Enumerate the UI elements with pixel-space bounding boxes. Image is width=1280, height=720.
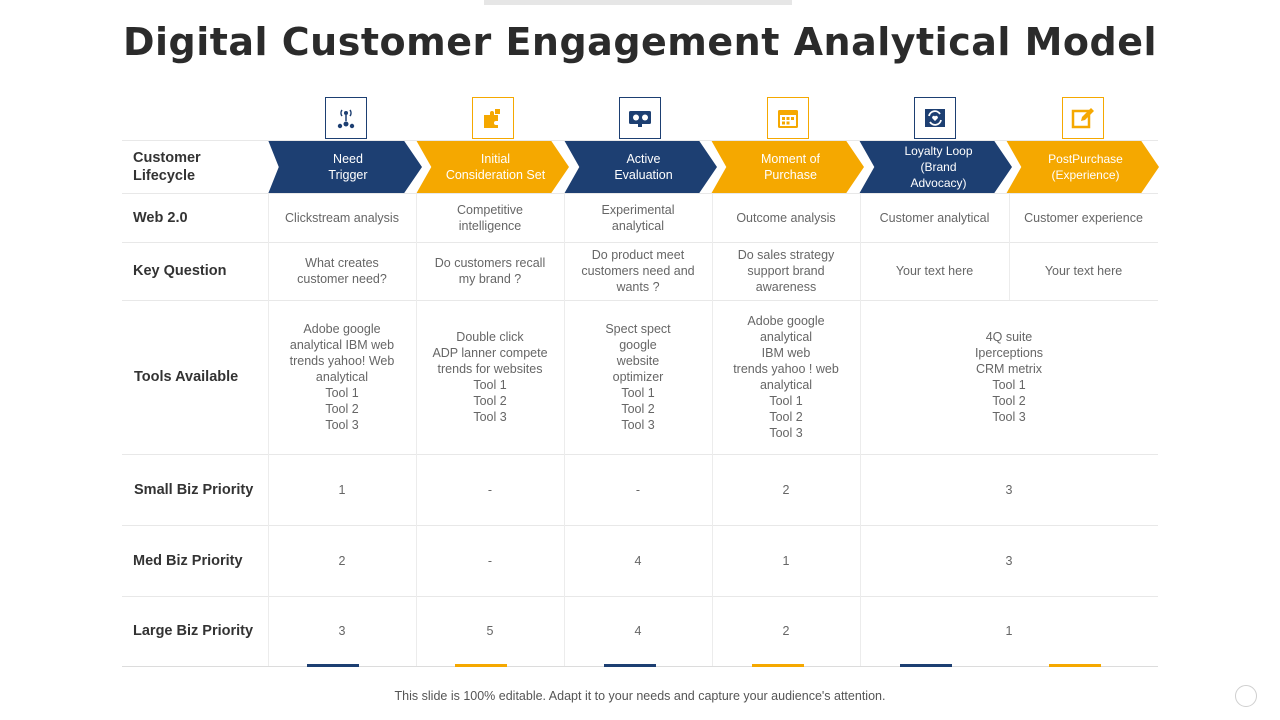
med-biz-cell: 1 — [782, 553, 790, 568]
web-cell: Customer experience — [1024, 211, 1143, 225]
tools-cell: Spect spect google website optimizer Too… — [605, 322, 671, 432]
small-biz-cell: - — [487, 482, 493, 497]
column-accent-tab — [1049, 664, 1101, 667]
row-label-med-biz: Med Biz Priority — [133, 552, 243, 569]
question-cell: Your text here — [1044, 264, 1123, 278]
web-cell: Outcome analysis — [736, 211, 836, 225]
calendar-icon-box — [767, 97, 809, 139]
row-label-small-biz: Small Biz Priority — [134, 481, 254, 498]
puzzle-icon-box — [472, 97, 514, 139]
stage-arrow-need-trigger: Need Trigger — [268, 140, 422, 194]
med-biz-cell: - — [487, 553, 493, 568]
edit-icon-box — [1062, 97, 1104, 139]
row-label-web: Web 2.0 — [133, 210, 188, 226]
med-biz-cell: 4 — [634, 553, 642, 568]
large-biz-cell: 4 — [634, 624, 642, 638]
stage-label: Active Evaluation — [614, 152, 673, 182]
med-biz-cell: 2 — [338, 553, 346, 568]
row-label-key-question: Key Question — [133, 263, 227, 279]
tools-cell: Double click ADP lanner compete trends f… — [432, 330, 548, 424]
column-accent-tab — [604, 664, 656, 667]
large-biz-cell: 2 — [782, 624, 790, 638]
web-cell: Experimental analytical — [601, 203, 675, 233]
tools-cell: Adobe google analytical IBM web trends y… — [289, 322, 395, 432]
med-biz-cell: 3 — [1005, 553, 1013, 568]
stage-arrow-post-purchase: PostPurchase (Experience) — [1006, 140, 1159, 194]
stage-arrow-initial-consideration: Initial Consideration Set — [416, 140, 569, 194]
stage-label: Need Trigger — [328, 152, 368, 182]
column-accent-tab — [900, 664, 952, 667]
question-cell: Do sales strategy support brand awarenes… — [737, 248, 835, 294]
row-divider — [122, 300, 1158, 301]
column-accent-tab — [455, 664, 507, 667]
large-biz-cell: 5 — [486, 624, 494, 638]
row-label-tools: Tools Available — [134, 369, 239, 385]
small-biz-cell: 1 — [338, 482, 346, 497]
column-accent-tab — [307, 664, 359, 667]
column-accent-tab — [752, 664, 804, 667]
row-divider — [122, 454, 1158, 455]
stage-label: PostPurchase (Experience) — [1048, 152, 1123, 182]
stage-arrow-moment-of-purchase: Moment of Purchase — [711, 140, 864, 194]
row-divider — [122, 596, 1158, 597]
top-decor-bar — [484, 0, 792, 5]
stage-arrow-loyalty-loop: Loyalty Loop (Brand Advocacy) — [859, 140, 1012, 194]
refresh-heart-icon — [925, 109, 945, 127]
page-title: Digital Customer Engagement Analytical M… — [122, 20, 1158, 64]
small-biz-cell: 3 — [1005, 482, 1013, 497]
projector-icon-box — [619, 97, 661, 139]
question-cell: Do product meet customers need and wants… — [581, 248, 695, 294]
puzzle-icon — [484, 109, 500, 128]
web-cell: Customer analytical — [879, 211, 990, 225]
stage-label: Initial Consideration Set — [445, 152, 546, 182]
web-cell: Clickstream analysis — [285, 211, 399, 225]
column-divider — [712, 194, 713, 666]
web-cell: Competitive intelligence — [457, 203, 523, 233]
question-cell: Your text here — [895, 264, 974, 278]
row-label-large-biz: Large Biz Priority — [133, 623, 254, 639]
calendar-icon — [778, 110, 798, 128]
tools-cell: 4Q suite Iperceptions CRM metrix Tool 1 … — [974, 330, 1044, 424]
column-divider — [860, 194, 861, 666]
refresh-heart-icon-box — [914, 97, 956, 139]
question-cell: Do customers recall my brand ? — [434, 256, 546, 286]
stage-label: Moment of Purchase — [760, 152, 821, 182]
row-divider — [122, 193, 1158, 194]
row-label-customer-lifecycle: Customer Lifecycle — [133, 150, 201, 184]
row-divider — [122, 140, 1158, 141]
row-divider — [122, 525, 1158, 526]
column-divider — [1009, 194, 1010, 300]
question-cell: What creates customer need? — [297, 256, 387, 286]
small-biz-cell: - — [635, 482, 641, 497]
projector-icon — [629, 111, 651, 127]
tools-cell: Adobe google analytical IBM web trends y… — [733, 314, 839, 440]
signal-tower-icon — [337, 109, 355, 129]
large-biz-cell: 3 — [338, 624, 346, 638]
row-divider — [122, 242, 1158, 243]
small-biz-cell: 2 — [782, 482, 790, 497]
column-divider — [268, 194, 269, 666]
column-divider — [416, 194, 417, 666]
footer-note: This slide is 100% editable. Adapt it to… — [394, 689, 886, 703]
corner-circle-icon — [1235, 685, 1257, 707]
edit-icon — [1071, 108, 1094, 129]
stage-label: Loyalty Loop (Brand Advocacy) — [904, 144, 973, 190]
column-divider — [564, 194, 565, 666]
stage-arrow-active-evaluation: Active Evaluation — [564, 140, 717, 194]
signal-tower-icon-box — [325, 97, 367, 139]
large-biz-cell: 1 — [1005, 624, 1013, 638]
